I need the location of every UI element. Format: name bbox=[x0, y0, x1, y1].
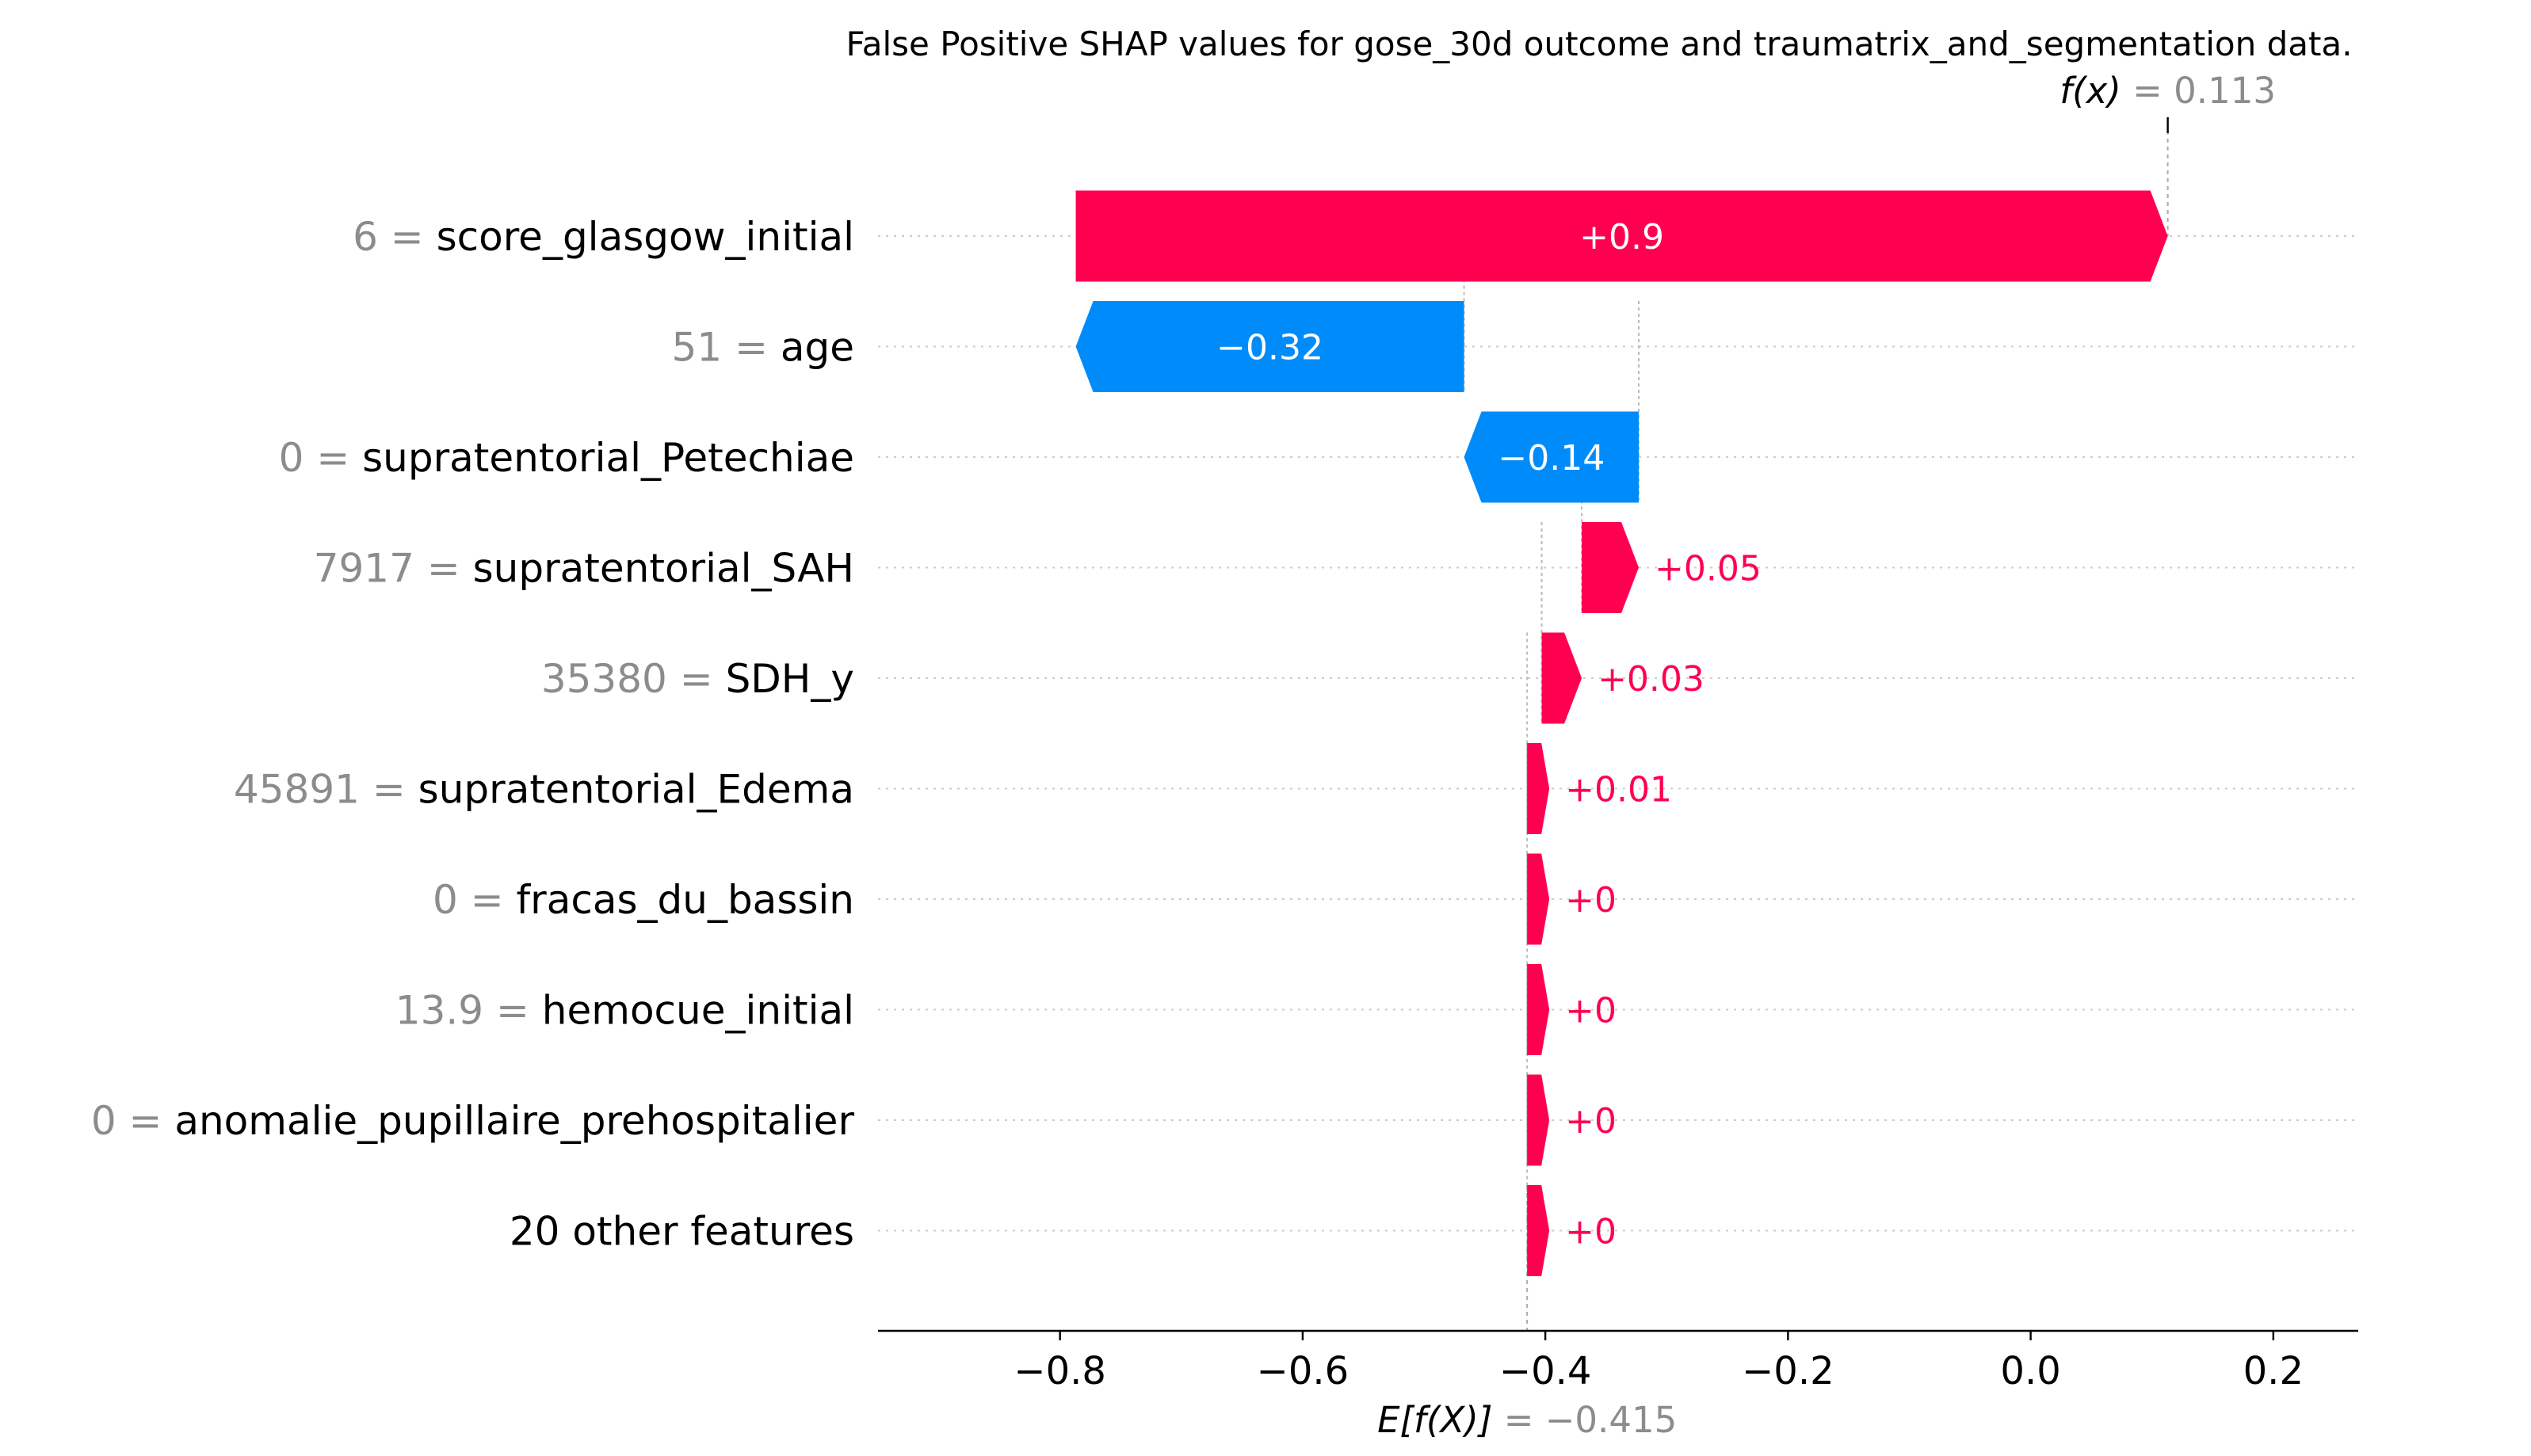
feature-name: supratentorial_Petechiae bbox=[362, 435, 854, 481]
waterfall-bar bbox=[1075, 301, 1464, 392]
x-tick-label: −0.2 bbox=[1742, 1349, 1834, 1393]
feature-label: 0 = anomalie_pupillaire_prehospitalier bbox=[91, 1098, 855, 1144]
shap-value-label: +0.01 bbox=[1565, 770, 1672, 810]
shap-value-label: +0 bbox=[1565, 1212, 1617, 1252]
equals-sign: = bbox=[722, 325, 781, 371]
feature-name: age bbox=[781, 325, 854, 371]
base-value-label: E[f(X)] = −0.415 bbox=[1377, 1399, 1677, 1441]
x-tick-label: 0.2 bbox=[2243, 1349, 2304, 1393]
feature-label: 0 = supratentorial_Petechiae bbox=[279, 435, 854, 481]
x-tick-label: −0.4 bbox=[1499, 1349, 1592, 1393]
output-value-number: = bbox=[2121, 70, 2174, 112]
shap-value-label: +0 bbox=[1565, 1101, 1617, 1142]
shap-value-label: +0 bbox=[1565, 880, 1617, 920]
output-value-symbol: f(x) bbox=[2060, 70, 2121, 112]
feature-label: 6 = score_glasgow_initial bbox=[353, 214, 854, 260]
value-markers: E[f(X)] = −0.415 f(x) = 0.113 bbox=[1377, 70, 2276, 1441]
base-value-symbol: E[f(X)] bbox=[1377, 1399, 1492, 1441]
equals-sign: = bbox=[667, 656, 726, 702]
shap-value-label: +0.03 bbox=[1598, 659, 1705, 699]
feature-label: 0 = fracas_du_bassin bbox=[433, 877, 854, 923]
feature-label: 51 = age bbox=[672, 325, 854, 371]
chart-title: False Positive SHAP values for gose_30d … bbox=[846, 25, 2352, 63]
feature-label: 7917 = supratentorial_SAH bbox=[314, 546, 854, 592]
feature-value: 6 bbox=[353, 214, 378, 260]
shap-value-label: −0.32 bbox=[1216, 328, 1323, 368]
equals-sign: = bbox=[360, 767, 418, 813]
feature-name: SDH_y bbox=[726, 656, 854, 702]
feature-name: supratentorial_SAH bbox=[473, 546, 854, 592]
waterfall-bar bbox=[1527, 743, 1550, 834]
feature-name: 20 other features bbox=[510, 1209, 854, 1255]
output-value-label: f(x) = 0.113 bbox=[2060, 70, 2276, 112]
equals-sign: = bbox=[414, 546, 473, 592]
waterfall-bar bbox=[1527, 853, 1550, 945]
feature-name: supratentorial_Edema bbox=[418, 767, 854, 813]
feature-value: 0 bbox=[279, 435, 304, 481]
waterfall-bar bbox=[1541, 632, 1582, 724]
waterfall-bar bbox=[1527, 1074, 1550, 1166]
equals-sign: = bbox=[303, 435, 362, 481]
base-value-number: −0.415 bbox=[1545, 1399, 1678, 1441]
reference-lines bbox=[1463, 123, 2169, 1331]
shap-value-label: −0.14 bbox=[1498, 438, 1605, 478]
feature-labels: 6 = score_glasgow_initial 51 = age 0 = sup… bbox=[91, 214, 855, 1255]
feature-name: fracas_du_bassin bbox=[517, 877, 854, 923]
equals-sign: = bbox=[483, 988, 542, 1034]
shap-value-label: +0.05 bbox=[1655, 549, 1762, 589]
feature-name: score_glasgow_initial bbox=[437, 214, 854, 260]
waterfall-bars: +0.9 −0.32 −0.14 +0.05 +0.03 +0.01 +0 +0 +0 +0 bbox=[1075, 190, 2168, 1276]
waterfall-bar bbox=[1464, 411, 1640, 503]
feature-name: hemocue_initial bbox=[542, 988, 854, 1034]
x-tick-label: −0.6 bbox=[1257, 1349, 1349, 1393]
feature-value: 0 bbox=[433, 877, 458, 923]
waterfall-bar bbox=[1075, 190, 2168, 282]
shap-value-label: +0.9 bbox=[1579, 217, 1664, 257]
waterfall-bar bbox=[1582, 522, 1640, 613]
equals-sign: = bbox=[116, 1098, 175, 1144]
waterfall-bar bbox=[1527, 964, 1550, 1055]
feature-value: 45891 bbox=[234, 767, 360, 813]
feature-label: 35380 = SDH_y bbox=[541, 656, 854, 702]
feature-label: 13.9 = hemocue_initial bbox=[395, 988, 854, 1034]
feature-value: 7917 bbox=[314, 546, 414, 592]
feature-value: 35380 bbox=[541, 656, 667, 702]
x-tick-label: −0.8 bbox=[1014, 1349, 1106, 1393]
equals-sign: = bbox=[378, 214, 437, 260]
feature-label: 20 other features bbox=[510, 1209, 854, 1255]
output-value-number: 0.113 bbox=[2174, 70, 2276, 112]
shap-value-label: +0 bbox=[1565, 991, 1617, 1031]
equals-sign: = bbox=[458, 877, 517, 923]
x-tick-label: 0.0 bbox=[2000, 1349, 2060, 1393]
x-axis: −0.8 −0.6 −0.4 −0.2 0.0 0.2 bbox=[878, 1329, 2358, 1393]
feature-value: 13.9 bbox=[395, 988, 483, 1034]
feature-value: 0 bbox=[91, 1098, 116, 1144]
feature-name: anomalie_pupillaire_prehospitalier bbox=[174, 1098, 854, 1144]
feature-value: 51 bbox=[672, 325, 723, 371]
waterfall-bar bbox=[1527, 1185, 1550, 1276]
base-value-number: = bbox=[1492, 1399, 1544, 1441]
feature-label: 45891 = supratentorial_Edema bbox=[234, 767, 854, 813]
